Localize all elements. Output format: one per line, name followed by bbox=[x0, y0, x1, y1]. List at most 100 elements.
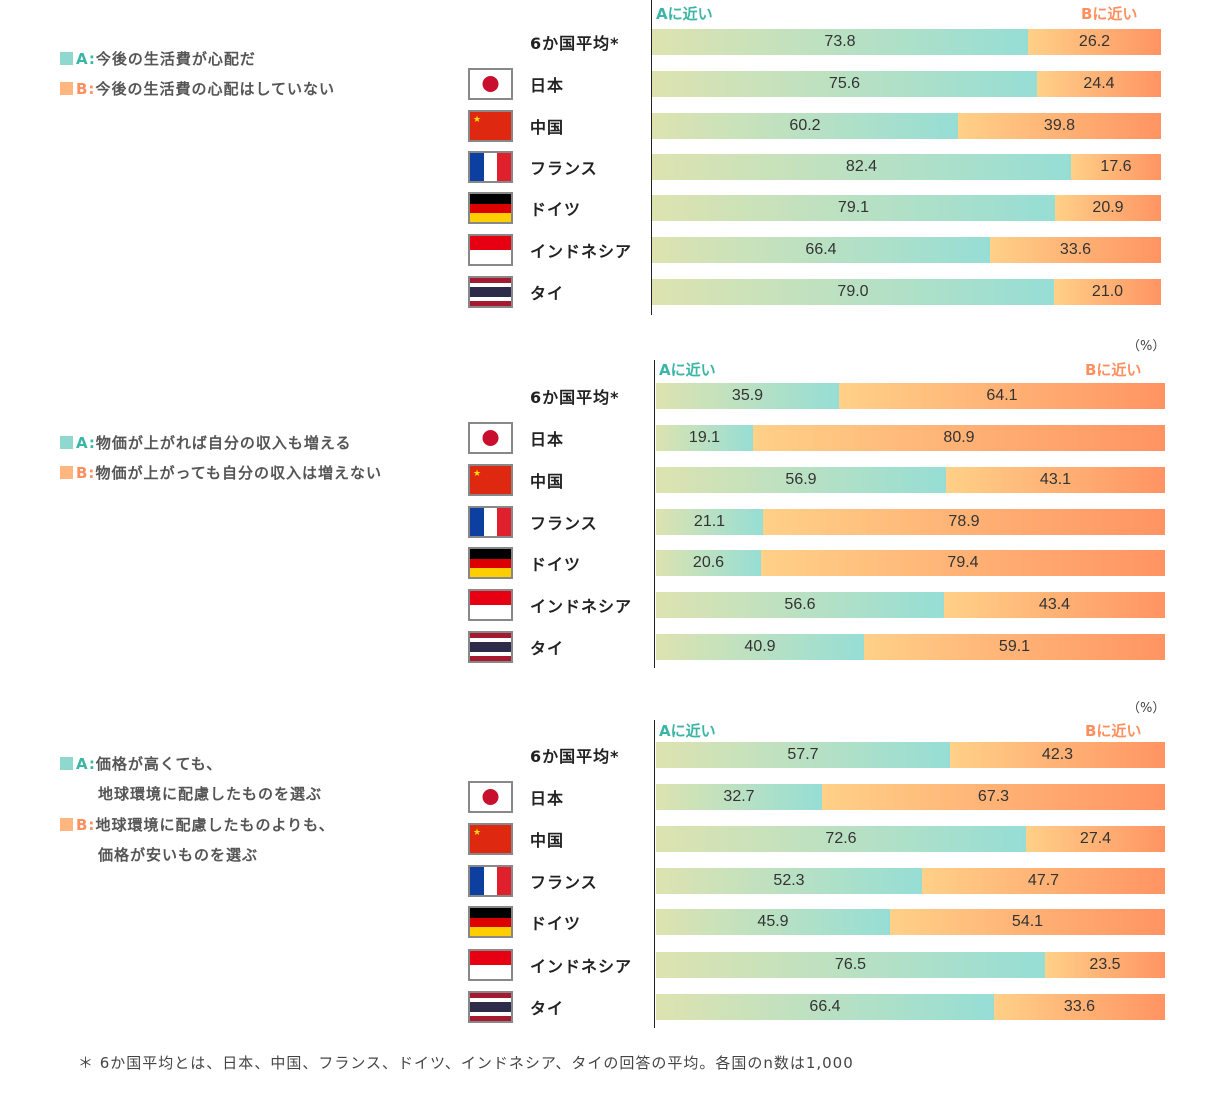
bar-segment-a: 73.8 bbox=[652, 29, 1028, 55]
bar-segment-a: 82.4 bbox=[652, 154, 1071, 180]
legend-item-a: A:物価が上がれば自分の収入も増える bbox=[60, 432, 351, 453]
france-flag-icon bbox=[468, 151, 513, 183]
legend-key: A: bbox=[76, 755, 96, 773]
category-label: 中国 bbox=[530, 118, 565, 137]
france-flag-icon bbox=[468, 865, 513, 897]
category-label: 日本 bbox=[530, 76, 565, 95]
bar-segment-b: 54.1 bbox=[890, 909, 1165, 935]
bar-segment-a: 79.1 bbox=[652, 195, 1055, 221]
svg-text:★: ★ bbox=[473, 828, 481, 838]
legend-key: B: bbox=[76, 464, 96, 482]
japan-flag-icon bbox=[468, 68, 513, 100]
germany-flag-icon bbox=[468, 192, 513, 224]
bar-segment-a: 75.6 bbox=[652, 71, 1037, 97]
legend-swatch bbox=[60, 52, 73, 65]
germany-flag-icon bbox=[468, 906, 513, 938]
thailand-flag-icon bbox=[468, 991, 513, 1023]
header-b: Bに近い bbox=[1085, 361, 1142, 379]
legend-swatch bbox=[60, 82, 73, 95]
legend-item-b: B:地球環境に配慮したものよりも、 bbox=[60, 814, 335, 835]
category-label: ドイツ bbox=[530, 555, 582, 574]
axis-line bbox=[654, 720, 655, 1028]
bar-segment-b: 39.8 bbox=[958, 113, 1161, 139]
legend-swatch bbox=[60, 466, 73, 479]
legend-text: 今後の生活費の心配はしていない bbox=[95, 80, 335, 98]
legend-swatch bbox=[60, 818, 73, 831]
bar-segment-a: 60.2 bbox=[652, 113, 958, 139]
category-label: 中国 bbox=[530, 472, 565, 491]
bar-segment-b: 47.7 bbox=[922, 868, 1165, 894]
bar-segment-a: 32.7 bbox=[656, 784, 822, 810]
legend-key: A: bbox=[76, 434, 96, 452]
bar-segment-a: 20.6 bbox=[656, 550, 761, 576]
bar-segment-b: 21.0 bbox=[1054, 279, 1161, 305]
bar-segment-b: 79.4 bbox=[761, 550, 1165, 576]
bar-segment-a: 57.7 bbox=[656, 742, 950, 768]
category-label: ドイツ bbox=[530, 914, 582, 933]
category-label: 6か国平均* bbox=[530, 747, 620, 766]
bar-segment-b: 20.9 bbox=[1055, 195, 1161, 221]
bar-segment-b: 24.4 bbox=[1037, 71, 1161, 97]
category-label: フランス bbox=[530, 159, 598, 178]
bar-segment-a: 21.1 bbox=[656, 509, 763, 535]
legend-text: 今後の生活費が心配だ bbox=[95, 50, 256, 68]
legend-text: 物価が上がれば自分の収入も増える bbox=[95, 434, 352, 452]
category-label: 日本 bbox=[530, 430, 565, 449]
category-label: タイ bbox=[530, 999, 565, 1018]
category-label: フランス bbox=[530, 514, 598, 533]
legend-item-a: A:今後の生活費が心配だ bbox=[60, 48, 256, 69]
bar-segment-a: 56.9 bbox=[656, 467, 946, 493]
bar-segment-a: 79.0 bbox=[652, 279, 1054, 305]
header-b: Bに近い bbox=[1085, 722, 1142, 740]
bar-segment-b: 26.2 bbox=[1028, 29, 1161, 55]
legend-text: 価格が安いものを選ぶ bbox=[98, 846, 259, 864]
japan-flag-icon bbox=[468, 422, 513, 454]
bar-segment-a: 56.6 bbox=[656, 592, 944, 618]
bar-segment-a: 72.6 bbox=[656, 826, 1026, 852]
legend-item-a: 地球環境に配慮したものを選ぶ bbox=[60, 783, 322, 804]
legend-swatch bbox=[60, 436, 73, 449]
bar-segment-b: 43.1 bbox=[946, 467, 1165, 493]
legend-key: B: bbox=[76, 80, 96, 98]
legend-key: B: bbox=[76, 816, 96, 834]
svg-text:★: ★ bbox=[473, 469, 481, 479]
category-label: タイ bbox=[530, 639, 565, 658]
bar-segment-b: 33.6 bbox=[990, 237, 1161, 263]
category-label: 日本 bbox=[530, 789, 565, 808]
bar-segment-b: 78.9 bbox=[763, 509, 1165, 535]
bar-segment-b: 17.6 bbox=[1071, 154, 1161, 180]
bar-segment-a: 19.1 bbox=[656, 425, 753, 451]
category-label: 6か国平均* bbox=[530, 388, 620, 407]
bar-segment-b: 80.9 bbox=[753, 425, 1165, 451]
axis-line bbox=[651, 0, 652, 315]
bar-segment-a: 52.3 bbox=[656, 868, 922, 894]
france-flag-icon bbox=[468, 506, 513, 538]
china-flag-icon: ★ bbox=[468, 110, 513, 142]
category-label: インドネシア bbox=[530, 597, 633, 616]
legend-item-b: 価格が安いものを選ぶ bbox=[60, 844, 258, 865]
bar-segment-b: 42.3 bbox=[950, 742, 1165, 768]
category-label: タイ bbox=[530, 284, 565, 303]
legend-text: 地球環境に配慮したものを選ぶ bbox=[98, 785, 323, 803]
category-label: フランス bbox=[530, 873, 598, 892]
footnote: ＊ 6か国平均とは、日本、中国、フランス、ドイツ、インドネシア、タイの回答の平均… bbox=[78, 1054, 854, 1072]
legend-item-b: B:今後の生活費の心配はしていない bbox=[60, 78, 335, 99]
category-label: インドネシア bbox=[530, 242, 633, 261]
indonesia-flag-icon bbox=[468, 949, 513, 981]
bar-segment-a: 40.9 bbox=[656, 634, 864, 660]
legend-text: 物価が上がっても自分の収入は増えない bbox=[95, 464, 382, 482]
header-b: Bに近い bbox=[1081, 5, 1138, 23]
unit-label: （%） bbox=[1127, 339, 1166, 354]
bar-segment-a: 45.9 bbox=[656, 909, 890, 935]
china-flag-icon: ★ bbox=[468, 464, 513, 496]
thailand-flag-icon bbox=[468, 631, 513, 663]
legend-key: A: bbox=[76, 50, 96, 68]
bar-segment-a: 66.4 bbox=[652, 237, 990, 263]
bar-segment-b: 33.6 bbox=[994, 994, 1165, 1020]
bar-segment-b: 43.4 bbox=[944, 592, 1165, 618]
bar-segment-b: 64.1 bbox=[839, 383, 1165, 409]
svg-text:★: ★ bbox=[473, 115, 481, 125]
bar-segment-b: 27.4 bbox=[1026, 826, 1165, 852]
bar-segment-a: 76.5 bbox=[656, 952, 1045, 978]
thailand-flag-icon bbox=[468, 276, 513, 308]
